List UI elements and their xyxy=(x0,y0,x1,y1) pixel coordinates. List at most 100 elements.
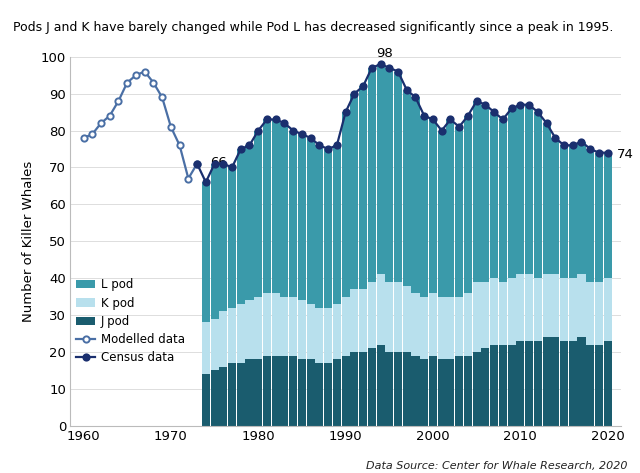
Bar xyxy=(246,359,253,426)
Bar xyxy=(455,297,463,356)
Bar xyxy=(472,101,481,282)
Bar xyxy=(228,307,236,363)
Bar xyxy=(551,138,559,274)
Bar xyxy=(403,352,411,426)
Bar xyxy=(586,149,595,282)
Bar xyxy=(342,112,349,297)
Bar xyxy=(289,356,297,426)
Bar xyxy=(455,356,463,426)
Bar xyxy=(394,282,402,352)
Bar xyxy=(237,304,244,363)
Bar xyxy=(280,356,289,426)
Bar xyxy=(307,138,315,304)
Bar xyxy=(464,116,472,293)
Bar xyxy=(447,120,454,297)
Bar xyxy=(560,145,568,278)
Bar xyxy=(280,297,289,356)
Bar xyxy=(237,149,244,304)
Bar xyxy=(211,370,219,426)
Bar xyxy=(342,356,349,426)
Bar xyxy=(376,344,385,426)
Bar xyxy=(508,278,516,344)
Bar xyxy=(254,359,262,426)
Bar xyxy=(228,363,236,426)
Bar xyxy=(228,167,236,307)
Bar xyxy=(569,145,577,278)
Bar xyxy=(447,297,454,359)
Bar xyxy=(272,293,280,356)
Bar xyxy=(490,278,498,344)
Bar xyxy=(499,282,507,344)
Text: Data Source: Center for Whale Research, 2020: Data Source: Center for Whale Research, … xyxy=(365,461,627,471)
Bar xyxy=(481,282,490,348)
Bar xyxy=(447,359,454,426)
Y-axis label: Number of Killer Whales: Number of Killer Whales xyxy=(22,161,35,322)
Bar xyxy=(508,344,516,426)
Bar xyxy=(604,341,612,426)
Bar xyxy=(403,286,411,352)
Bar xyxy=(534,112,542,278)
Bar xyxy=(254,131,262,297)
Text: Pods J and K have barely changed while Pod L has decreased significantly since a: Pods J and K have barely changed while P… xyxy=(13,21,613,34)
Bar xyxy=(289,297,297,356)
Bar xyxy=(368,348,376,426)
Bar xyxy=(560,278,568,341)
Bar xyxy=(586,282,595,344)
Bar xyxy=(307,359,315,426)
Bar xyxy=(577,274,586,337)
Text: 66: 66 xyxy=(210,156,227,169)
Bar xyxy=(385,68,394,282)
Bar xyxy=(551,274,559,337)
Bar xyxy=(272,120,280,293)
Bar xyxy=(569,341,577,426)
Bar xyxy=(272,356,280,426)
Bar xyxy=(543,123,550,274)
Bar xyxy=(595,344,603,426)
Bar xyxy=(429,293,437,356)
Bar xyxy=(385,282,394,352)
Text: 98: 98 xyxy=(376,47,394,61)
Bar xyxy=(516,341,524,426)
Bar xyxy=(220,311,227,367)
Bar xyxy=(359,289,367,352)
Bar xyxy=(211,319,219,370)
Bar xyxy=(525,341,533,426)
Bar xyxy=(280,123,289,297)
Bar xyxy=(516,105,524,274)
Bar xyxy=(481,348,490,426)
Bar xyxy=(246,300,253,359)
Bar xyxy=(543,337,550,426)
Bar xyxy=(412,97,419,293)
Bar xyxy=(316,363,323,426)
Bar xyxy=(316,145,323,307)
Bar xyxy=(499,120,507,282)
Bar xyxy=(464,356,472,426)
Bar xyxy=(438,359,445,426)
Bar xyxy=(595,153,603,282)
Bar xyxy=(412,293,419,356)
Bar xyxy=(350,289,358,352)
Bar xyxy=(359,352,367,426)
Bar xyxy=(220,164,227,311)
Bar xyxy=(472,282,481,352)
Bar xyxy=(490,344,498,426)
Bar xyxy=(577,141,586,274)
Bar xyxy=(516,274,524,341)
Bar xyxy=(202,182,210,323)
Bar xyxy=(307,304,315,359)
Bar xyxy=(376,64,385,274)
Bar xyxy=(316,307,323,363)
Bar xyxy=(403,90,411,286)
Bar xyxy=(350,352,358,426)
Bar xyxy=(508,108,516,278)
Bar xyxy=(586,344,595,426)
Bar xyxy=(429,120,437,293)
Bar xyxy=(246,145,253,300)
Text: 74: 74 xyxy=(616,148,634,161)
Bar xyxy=(333,304,341,359)
Bar xyxy=(376,274,385,344)
Bar xyxy=(263,293,271,356)
Bar xyxy=(604,278,612,341)
Bar xyxy=(490,112,498,278)
Bar xyxy=(525,105,533,274)
